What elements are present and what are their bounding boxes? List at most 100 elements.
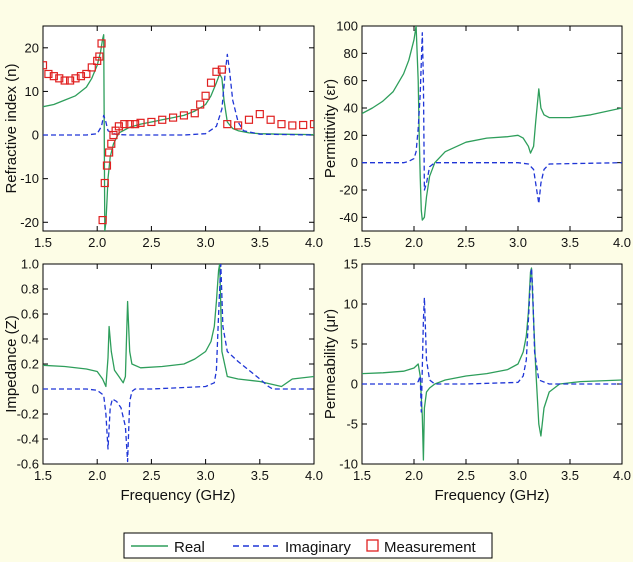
x-tick-label: 3.0 <box>197 468 215 483</box>
y-tick-label: 0 <box>351 155 358 170</box>
measurement-point <box>44 69 53 79</box>
y-axis-label-refractive-index: Refractive index (n) <box>3 63 20 193</box>
y-tick-label: 0.8 <box>21 282 39 297</box>
measurement-point <box>299 120 308 130</box>
x-tick-label: 3.5 <box>561 235 579 250</box>
panel-permittivity: 1.5 2.0 2.5 3.0 3.5 4.0 -40 -20 0 20 40 60 80 100 Perm… <box>322 19 631 251</box>
measurement-point <box>234 121 243 130</box>
measurement-point <box>107 139 116 148</box>
y-tick-label: 20 <box>344 128 358 143</box>
y-tick-label: 40 <box>344 101 358 116</box>
measurement-point <box>120 120 129 129</box>
real-line-impedance <box>43 264 314 388</box>
series-group <box>362 26 622 221</box>
y-tick-label: -0.4 <box>17 432 39 447</box>
y-tick-label: 0.6 <box>21 307 39 322</box>
measurement-point <box>190 109 199 118</box>
measurement-point <box>217 65 226 74</box>
series-group <box>43 34 314 231</box>
x-tick-label: 1.5 <box>353 235 371 250</box>
x-tick-label: 4.0 <box>305 235 323 250</box>
measurement-point <box>196 100 205 109</box>
measurement-point <box>168 113 178 122</box>
series-group <box>43 264 314 463</box>
y-tick-label: 80 <box>344 46 358 61</box>
x-tick-label: 2.5 <box>142 235 160 250</box>
y-tick-label: 100 <box>336 19 358 34</box>
x-tick-label: 3.0 <box>197 235 215 250</box>
imaginary-line-impedance <box>43 264 314 463</box>
measurement-point <box>43 61 48 70</box>
y-axis-label-impedance: Impedance (Z) <box>3 315 20 413</box>
measurement-point <box>71 74 80 83</box>
imaginary-line-refractive-index <box>43 53 314 136</box>
imaginary-line-permittivity <box>362 32 622 205</box>
y-tick-label: -0.2 <box>17 407 39 422</box>
measurement-point <box>201 91 210 100</box>
panel-impedance: 1.5 2.0 2.5 3.0 3.5 4.0 -0.6 -0.4 -0.2 0 0.2 0.4 0.6… <box>3 257 323 484</box>
y-tick-label: 60 <box>344 73 358 88</box>
y-tick-label: -5 <box>346 417 358 432</box>
y-axis-label-permittivity: Permittivity (εr) <box>322 79 339 178</box>
y-tick-label: -0.6 <box>17 457 39 472</box>
legend-measurement-label: Measurement <box>384 539 477 556</box>
y-tick-label: 0 <box>32 382 39 397</box>
measurement-point <box>97 39 106 48</box>
x-tick-label: 2.0 <box>88 235 106 250</box>
plot-frame <box>42 25 315 232</box>
measurement-point <box>65 76 75 85</box>
legend-imaginary-label: Imaginary <box>285 539 351 556</box>
y-tick-label: 15 <box>344 257 358 272</box>
y-tick-label: 5 <box>351 337 358 352</box>
measurement-point <box>179 111 189 120</box>
measurement-point <box>125 120 134 129</box>
measurement-point <box>114 122 123 131</box>
measurement-point <box>288 121 297 130</box>
x-tick-label: 3.5 <box>251 235 269 250</box>
series-group <box>362 267 622 461</box>
x-tick-label: 4.0 <box>613 235 631 250</box>
y-tick-label: 10 <box>25 84 39 99</box>
x-tick-label: 3.0 <box>509 235 527 250</box>
x-tick-label: 2.5 <box>142 468 160 483</box>
x-tick-label: 1.5 <box>34 468 52 483</box>
panel-permeability: 1.5 2.0 2.5 3.0 3.5 4.0 -10 -5 0 5 10 15 Permeabilit… <box>322 257 631 484</box>
y-tick-label: 0 <box>351 377 358 392</box>
x-tick-label: 2.0 <box>88 468 106 483</box>
plot-frame <box>361 263 623 465</box>
x-tick-label: 1.5 <box>34 235 52 250</box>
y-tick-label: 1.0 <box>21 257 39 272</box>
legend: Real Imaginary Measurement <box>123 532 493 559</box>
y-tick-label: -10 <box>339 457 358 472</box>
measurement-point <box>131 120 140 129</box>
y-tick-label: 0.2 <box>21 357 39 372</box>
y-tick-label: -20 <box>339 183 358 198</box>
x-tick-label: 1.5 <box>353 468 371 483</box>
measurement-point <box>100 178 109 188</box>
measurement-point <box>212 67 221 76</box>
measurement-point <box>109 130 118 140</box>
measurement-point <box>309 120 314 129</box>
x-tick-label: 3.0 <box>509 468 527 483</box>
real-line-permittivity <box>362 26 622 221</box>
real-line-permeability <box>362 267 622 461</box>
x-tick-label: 2.5 <box>457 235 475 250</box>
x-tick-label: 2.5 <box>457 468 475 483</box>
measurement-point <box>255 110 264 119</box>
real-line-refractive-index <box>43 34 314 231</box>
plot-frame <box>361 25 623 232</box>
legend-measurement-swatch <box>366 539 379 552</box>
measurement-point <box>95 52 104 61</box>
measurement-point <box>98 215 107 225</box>
x-tick-label: 2.0 <box>405 468 423 483</box>
y-axis-label-permeability: Permeability (μr) <box>322 309 339 419</box>
legend-real-label: Real <box>174 539 205 556</box>
measurement-point <box>223 120 232 129</box>
panel-refractive-index: 1.5 2.0 2.5 3.0 3.5 4.0 -20 -10 0 10 20 Refractive … <box>3 25 323 250</box>
y-tick-label: 20 <box>25 40 39 55</box>
measurement-point <box>147 117 156 127</box>
y-tick-label: 10 <box>344 297 358 312</box>
x-tick-label: 3.5 <box>561 468 579 483</box>
y-tick-label: 0 <box>32 128 39 143</box>
